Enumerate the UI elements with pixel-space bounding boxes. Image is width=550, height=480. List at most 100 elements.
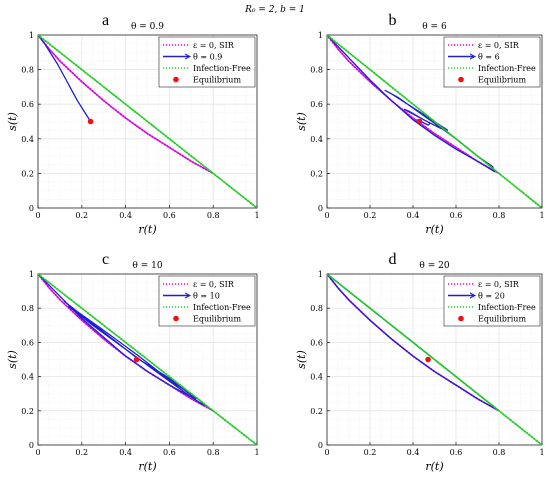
x-tick-label: 0.8 (493, 448, 506, 457)
x-tick-label: 0.4 (407, 448, 420, 457)
legend: ε = 0, SIR θ = 0.9 Infection-Free Equilibri… (158, 36, 256, 88)
y-tick-label: 0.8 (310, 304, 323, 313)
x-tick-label: 0.4 (119, 448, 132, 457)
series-line-2 (327, 35, 542, 208)
plot-area (327, 35, 542, 208)
y-tick-label: 0.6 (21, 338, 34, 347)
x-tick-label: 0.4 (407, 211, 420, 220)
x-tick-label: 0.2 (75, 448, 88, 457)
panel-letter: d (389, 251, 397, 268)
axes-box (37, 273, 258, 446)
legend-arrow (469, 292, 477, 299)
legend-label: Equilibrium (193, 315, 241, 324)
y-tick-label: 0.6 (310, 338, 323, 347)
plot-area (38, 35, 257, 208)
legend-label: ε = 0, SIR (193, 41, 235, 50)
legend-label: θ = 20 (478, 292, 505, 301)
x-tick-label: 0.8 (207, 448, 220, 457)
equilibrium-point (425, 356, 431, 363)
legend-label: Infection-Free (478, 64, 536, 73)
y-tick-label: 0.2 (21, 407, 34, 416)
y-tick-label: 0 (318, 441, 323, 450)
legend-marker (173, 315, 179, 322)
equilibrium-point (416, 118, 423, 125)
x-tick-label: 1 (254, 448, 259, 457)
y-tick-label: 0.8 (21, 66, 34, 75)
series-line-2 (38, 274, 257, 445)
x-tick-label: 0.2 (364, 448, 377, 457)
y-tick-label: 0.4 (21, 373, 34, 382)
legend-arrow (469, 53, 477, 60)
legend-arrow (184, 292, 192, 299)
panel-a: 0 0.2 0.4 0.6 0.8 1 0 0.2 0.4 0.6 0.8 1 r(t) s(t) θ = … (6, 12, 260, 236)
legend-label: Infection-Free (193, 64, 251, 73)
legend-label: Equilibrium (478, 315, 526, 324)
legend-marker (173, 76, 179, 83)
y-axis-label: s(t) (295, 350, 308, 369)
x-tick-label: 0.6 (163, 211, 176, 220)
y-tick-label: 0.8 (310, 66, 323, 75)
plot-area (38, 274, 257, 445)
x-tick-label: 0 (324, 448, 329, 457)
axes-box (326, 34, 543, 209)
x-tick-label: 0.8 (207, 211, 220, 220)
series-line-1 (38, 274, 206, 407)
x-tick-label: 0 (324, 211, 329, 220)
x-axis-label: r(t) (138, 223, 156, 236)
y-tick-label: 0.4 (21, 135, 34, 144)
panel-title: θ = 10 (132, 261, 162, 271)
x-axis-label: r(t) (138, 460, 156, 473)
y-tick-label: 0.4 (310, 373, 323, 382)
x-tick-label: 1 (254, 211, 259, 220)
y-tick-label: 0.8 (21, 304, 34, 313)
figure-suptitle: R₀ = 2, b = 1 (244, 5, 305, 15)
legend: ε = 0, SIR θ = 6 Infection-Free Equilibrium (443, 36, 541, 88)
series-line-0 (38, 35, 215, 175)
series-line-2 (327, 274, 542, 445)
legend-label: ε = 0, SIR (193, 280, 235, 289)
legend-label: Infection-Free (193, 303, 251, 312)
legend: ε = 0, SIR θ = 10 Infection-Free Equilibriu… (158, 275, 256, 327)
panel-letter: c (102, 251, 109, 268)
y-tick-label: 1 (29, 270, 34, 279)
legend-marker (458, 315, 464, 322)
x-tick-label: 0.2 (75, 211, 88, 220)
panel-title: θ = 0.9 (131, 22, 164, 32)
x-tick-label: 1 (539, 211, 544, 220)
legend-label: Equilibrium (193, 76, 241, 85)
axes-box (37, 34, 258, 209)
y-tick-label: 0.2 (310, 169, 323, 178)
panel-d: 0 0.2 0.4 0.6 0.8 1 0 0.2 0.4 0.6 0.8 1 r(t) s(t) θ = … (295, 251, 545, 473)
x-axis-label: r(t) (425, 460, 443, 473)
legend-label: θ = 6 (478, 53, 500, 62)
y-axis-label: s(t) (6, 350, 19, 369)
y-axis-label: s(t) (295, 112, 308, 131)
legend-label: Infection-Free (478, 303, 536, 312)
panel-title: θ = 20 (419, 261, 449, 271)
series-line-1 (327, 35, 496, 173)
x-tick-label: 0.6 (450, 448, 463, 457)
panel-c: 0 0.2 0.4 0.6 0.8 1 0 0.2 0.4 0.6 0.8 1 r(t) s(t) θ = … (6, 251, 260, 473)
y-tick-label: 0 (318, 204, 323, 213)
panel-title: θ = 6 (422, 22, 447, 32)
x-tick-label: 0.6 (450, 211, 463, 220)
legend-label: ε = 0, SIR (478, 41, 520, 50)
y-tick-label: 0 (29, 441, 34, 450)
panel-b: 0 0.2 0.4 0.6 0.8 1 0 0.2 0.4 0.6 0.8 1 r(t) s(t) θ = … (295, 12, 545, 236)
y-tick-label: 0.6 (310, 100, 323, 109)
x-tick-label: 0 (35, 211, 40, 220)
y-tick-label: 0.4 (310, 135, 323, 144)
equilibrium-point (87, 118, 94, 125)
plot-area (327, 274, 542, 445)
series-line-2 (38, 35, 257, 208)
legend-label: ε = 0, SIR (478, 280, 520, 289)
y-tick-label: 0 (29, 204, 34, 213)
x-tick-label: 1 (539, 448, 544, 457)
legend-arrow (184, 53, 192, 60)
y-tick-label: 1 (318, 31, 323, 40)
y-axis-label: s(t) (6, 112, 19, 131)
x-axis-label: r(t) (425, 223, 443, 236)
legend-label: θ = 10 (193, 292, 220, 301)
panel-letter: b (389, 12, 397, 29)
